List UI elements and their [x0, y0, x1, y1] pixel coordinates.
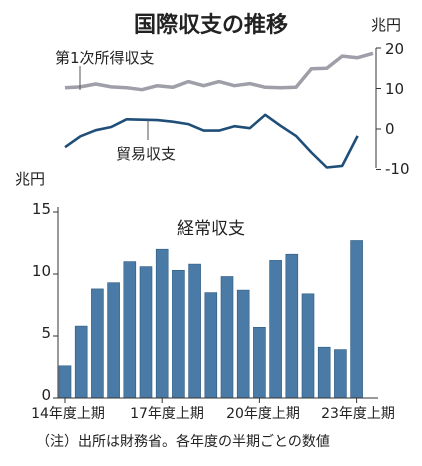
primary-income-line [64, 51, 374, 92]
top-y-tick-label: 20 [385, 40, 404, 58]
current-account-bar [236, 289, 250, 399]
top-y-tick-label: 0 [385, 120, 395, 138]
primary-income-series-label: 第1次所得収支 [55, 49, 155, 67]
trade-balance-series-label: 貿易収支 [116, 145, 176, 163]
bar-y-tick-label: 5 [41, 324, 51, 342]
chart-title: 国際収支の推移 [134, 12, 288, 38]
bar-y-tick-label: 15 [32, 200, 51, 218]
current-account-bar [253, 326, 266, 399]
bar-y-tick-label: 10 [32, 262, 51, 280]
current-account-bar [350, 240, 363, 399]
bar-chart-title: 経常収支 [177, 219, 245, 239]
bar-x-tick-label: 20年度上期 [226, 406, 300, 422]
current-account-bar [301, 293, 315, 399]
current-account-bar [204, 292, 218, 399]
current-account-bar [285, 253, 299, 399]
bar-x-tick-label: 23年度上期 [321, 406, 395, 422]
current-account-bar [188, 263, 201, 399]
bar-y-tick-label: 0 [41, 386, 51, 404]
current-account-bar [107, 282, 120, 399]
trade-balance-line [64, 113, 359, 169]
bottom-unit-label: 兆円 [15, 170, 45, 188]
top-unit-label: 兆円 [371, 16, 401, 34]
current-account-bar [139, 266, 153, 399]
current-account-bar [123, 261, 137, 399]
current-account-bar [155, 248, 169, 399]
current-account-bar [91, 288, 104, 399]
top-y-tick-label: 10 [385, 80, 404, 98]
current-account-bar [74, 325, 88, 399]
bar-x-tick-label: 14年度上期 [31, 406, 105, 422]
current-account-bar [220, 276, 234, 399]
current-account-bar [317, 346, 331, 399]
top-y-tick-label: -10 [385, 160, 410, 178]
current-account-bar [172, 269, 185, 399]
source-note: （注）出所は財務省。各年度の半期ごとの数値 [36, 434, 330, 450]
bar-x-tick-label: 17年度上期 [130, 406, 204, 422]
current-account-bar [334, 349, 347, 399]
current-account-bar [58, 365, 72, 399]
current-account-bar [269, 260, 282, 399]
